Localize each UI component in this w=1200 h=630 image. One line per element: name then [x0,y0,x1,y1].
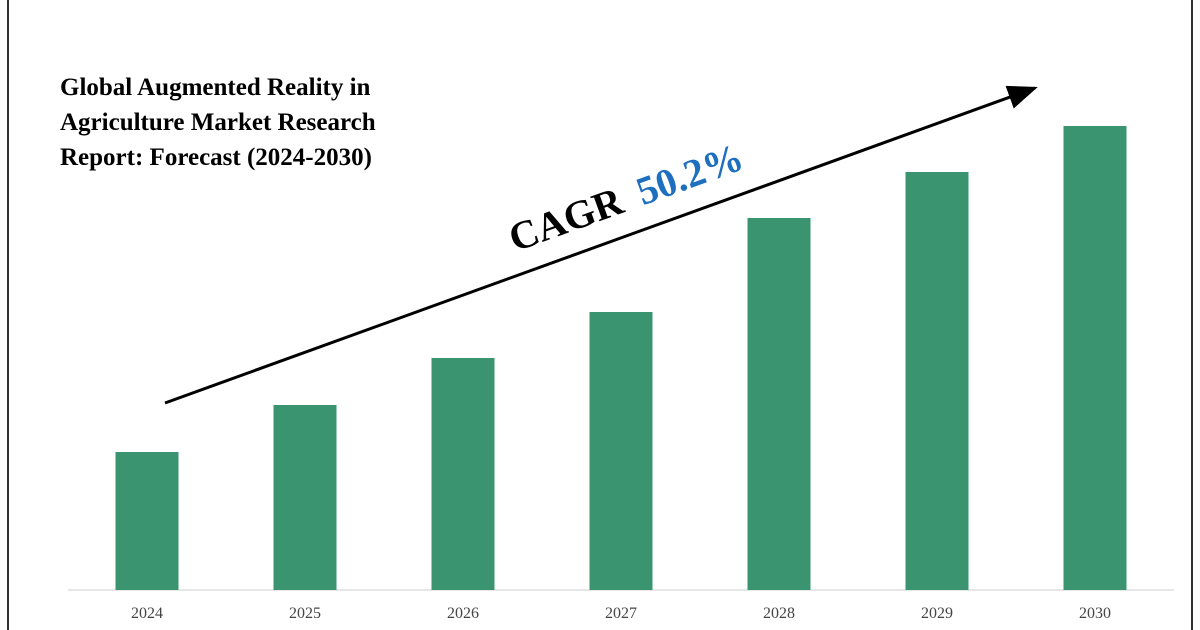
chart-title: Global Augmented Reality in [60,74,371,101]
x-tick-label: 2027 [605,605,637,622]
bar [589,312,653,590]
bar [115,452,179,590]
bar [431,358,495,590]
x-tick-label: 2026 [447,605,479,622]
chart-title: Report: Forecast (2024-2030) [60,144,372,171]
trend-arrow [164,85,1038,405]
x-tick-label: 2028 [763,605,795,622]
x-tick-label: 2030 [1079,605,1111,622]
cagr-label: CAGR [503,178,630,261]
x-tick-label: 2025 [289,605,321,622]
bar [747,218,811,590]
x-tick-label: 2029 [921,605,953,622]
x-tick-label: 2024 [131,605,163,622]
bar [273,405,337,590]
bar [905,172,969,590]
chart-title: Agriculture Market Research [60,109,376,136]
cagr-annotation: CAGR 50.2% [503,134,749,260]
cagr-value: 50.2% [630,134,749,214]
bar [1063,126,1127,590]
